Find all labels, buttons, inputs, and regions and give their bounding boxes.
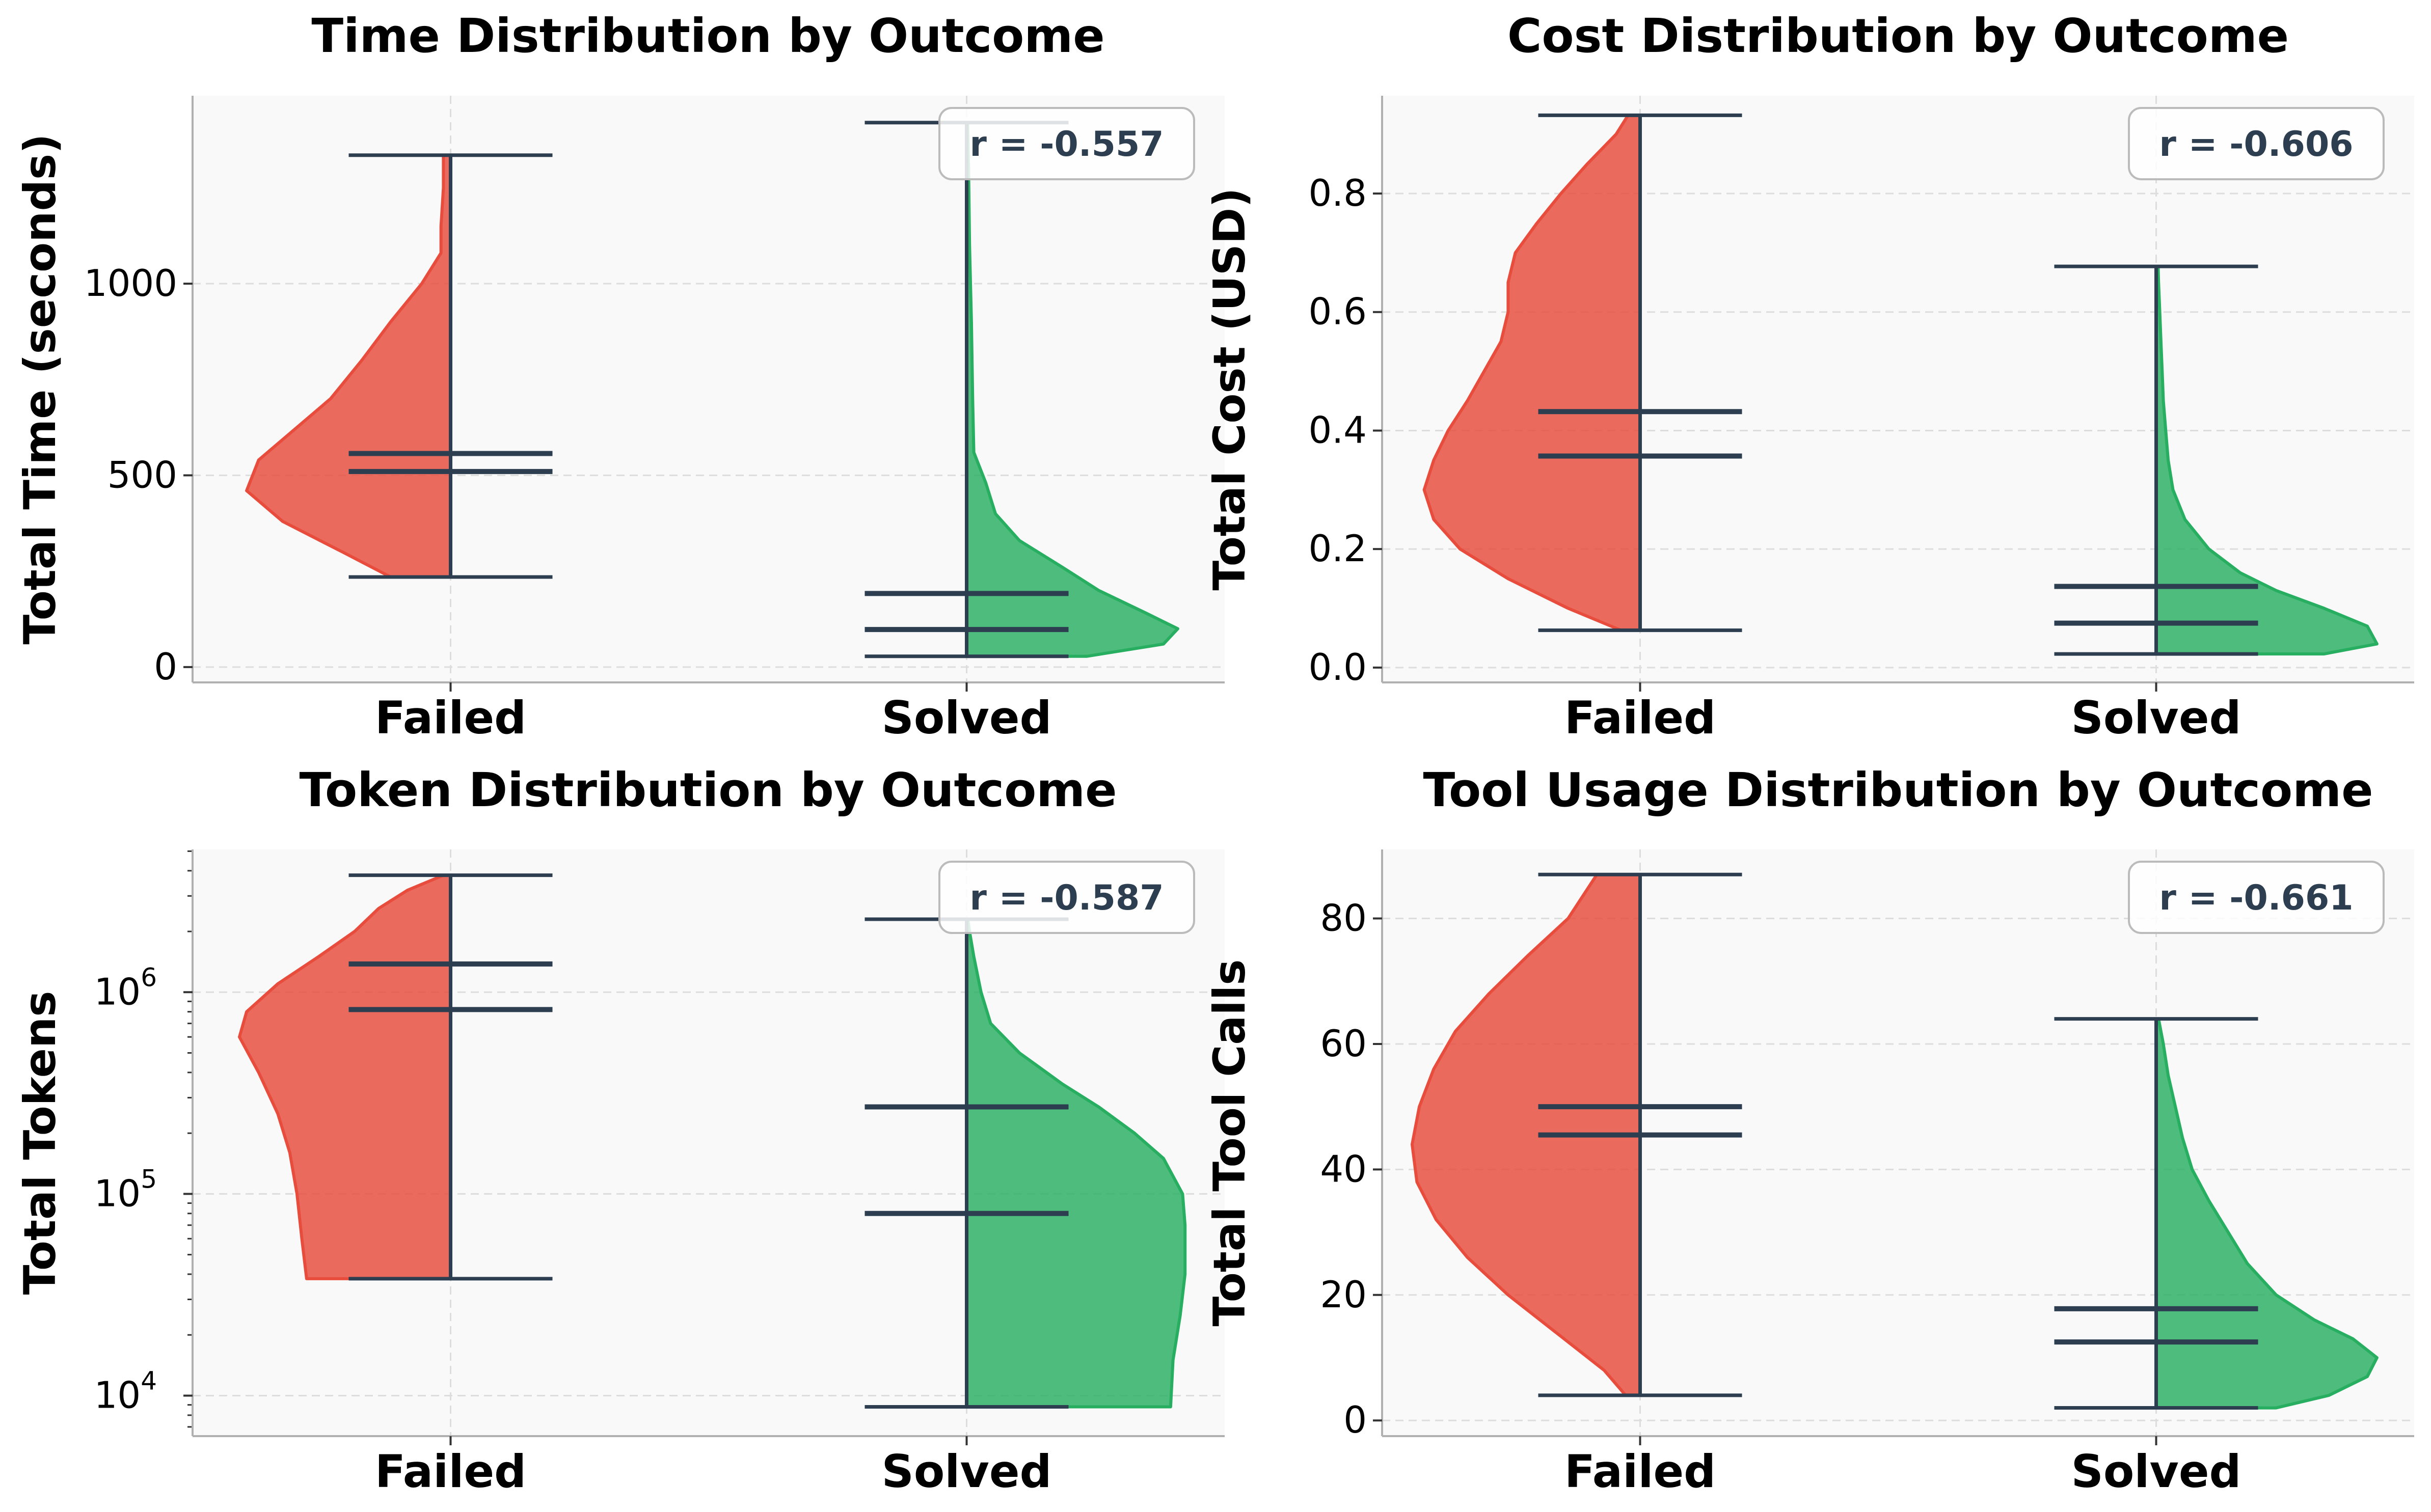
y-tick-label: 40 — [1320, 1147, 1367, 1190]
correlation-box — [2128, 107, 2385, 180]
y-tick-label: 105 — [94, 1164, 157, 1215]
correlation-label: r = -0.587 — [969, 878, 1164, 918]
y-tick-label-base: 10 — [94, 970, 141, 1013]
y-tick-label-exponent: 5 — [141, 1164, 157, 1194]
y-tick-label: 106 — [94, 963, 157, 1013]
chart-panel-4: 0 20 40 60 80 Failed Solved Tool Usage Distribu… — [1204, 763, 2414, 1498]
y-tick-label: 0.4 — [1308, 408, 1367, 451]
y-tick-label: 0 — [1343, 1398, 1367, 1441]
x-tick-label: Solved — [881, 1445, 1051, 1498]
y-tick-label-base: 40 — [1320, 1147, 1367, 1190]
y-tick-label: 1000 — [84, 262, 177, 305]
y-tick-label: 0 — [154, 645, 177, 688]
violin-failed — [1422, 114, 1642, 632]
x-tick-label: Failed — [1564, 692, 1716, 744]
y-tick-label-base: 0.6 — [1308, 290, 1367, 333]
y-axis-label: Total Cost (USD) — [1204, 187, 1255, 590]
y-tick-label: 20 — [1320, 1273, 1367, 1316]
y-tick-label-base: 80 — [1320, 897, 1367, 940]
x-tick-label: Failed — [375, 1445, 526, 1498]
y-tick-label-base: 0.2 — [1308, 527, 1367, 570]
y-tick-label-base: 60 — [1320, 1022, 1367, 1065]
chart-title: Tool Usage Distribution by Outcome — [1423, 763, 2373, 817]
x-tick-label: Failed — [375, 692, 526, 744]
chart-panel-1: 0 500 1000 Failed Solved Time Distribution by… — [15, 9, 1225, 744]
y-tick-label: 104 — [94, 1366, 157, 1417]
y-axis-label: Total Tool Calls — [1204, 959, 1255, 1326]
y-tick-label: 80 — [1320, 897, 1367, 940]
correlation-box — [938, 861, 1195, 934]
violin-failed — [1411, 873, 1642, 1397]
y-tick-label-base: 1000 — [84, 262, 177, 305]
violin-failed — [238, 873, 452, 1280]
y-tick-label-base: 0 — [1343, 1398, 1367, 1441]
y-axis-label: Total Tokens — [15, 991, 66, 1295]
y-tick-label: 0.8 — [1308, 172, 1367, 214]
y-tick-label-base: 0.4 — [1308, 408, 1367, 451]
y-tick-label-base: 0.0 — [1308, 646, 1367, 689]
y-tick-label-base: 20 — [1320, 1273, 1367, 1316]
y-tick-label-base: 10 — [94, 1374, 141, 1417]
y-tick-label-base: 0 — [154, 645, 177, 688]
chart-title: Cost Distribution by Outcome — [1507, 9, 2289, 63]
y-tick-label: 500 — [107, 453, 177, 496]
correlation-box — [2128, 861, 2385, 934]
y-tick-label-exponent: 6 — [141, 963, 157, 992]
x-tick-label: Solved — [881, 692, 1051, 744]
violin-solved — [2154, 265, 2379, 656]
chart-panel-2: 0.0 0.2 0.4 0.6 0.8 Failed Solved Cost Distribu… — [1204, 9, 2414, 744]
y-axis-label: Total Time (seconds) — [15, 133, 66, 644]
y-tick-label-base: 0.8 — [1308, 172, 1367, 214]
y-tick-label: 0.2 — [1308, 527, 1367, 570]
x-tick-label: Solved — [2071, 692, 2241, 744]
y-tick-label-base: 10 — [94, 1172, 141, 1215]
y-tick-label: 60 — [1320, 1022, 1367, 1065]
chart-title: Time Distribution by Outcome — [311, 9, 1104, 63]
correlation-box — [938, 107, 1195, 180]
x-tick-label: Failed — [1564, 1445, 1716, 1498]
y-tick-label-base: 500 — [107, 453, 177, 496]
x-tick-label: Solved — [2071, 1445, 2241, 1498]
y-tick-label: 0.6 — [1308, 290, 1367, 333]
y-tick-label: 0.0 — [1308, 646, 1367, 689]
correlation-label: r = -0.661 — [2159, 878, 2353, 918]
correlation-label: r = -0.606 — [2159, 124, 2353, 164]
correlation-label: r = -0.557 — [969, 124, 1164, 164]
y-tick-label-exponent: 4 — [141, 1366, 157, 1396]
chart-title: Token Distribution by Outcome — [299, 763, 1117, 817]
